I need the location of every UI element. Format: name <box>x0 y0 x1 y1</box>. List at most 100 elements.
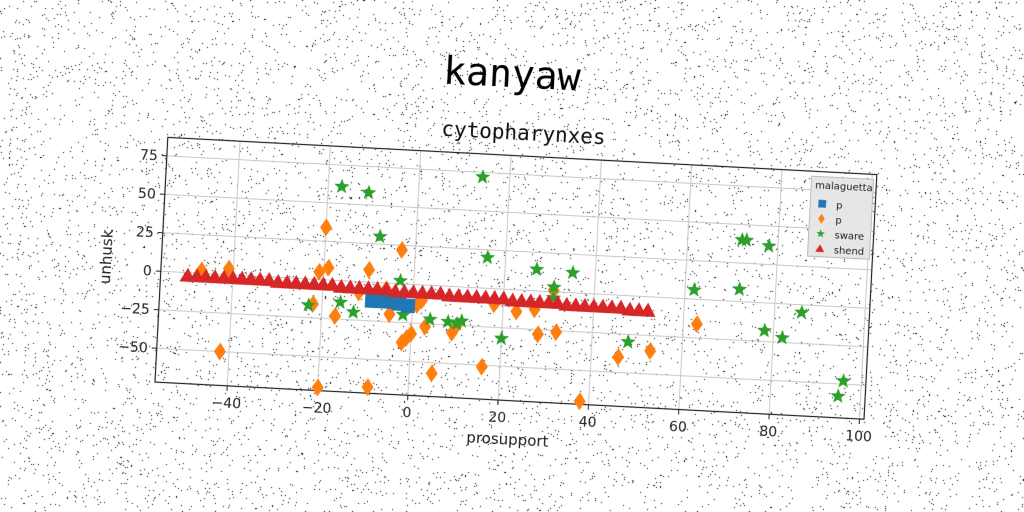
data-point <box>612 299 629 315</box>
x-grid-line <box>588 160 602 405</box>
x-grid-line <box>497 155 512 401</box>
y-tick-label: 0 <box>142 263 152 279</box>
legend: malaguetta pp sware shend <box>806 175 875 260</box>
x-grid-line <box>768 169 783 415</box>
chart: cytopharynxes −40 −20 0 20 40 60 80 100 −50 −25 0 2… <box>81 94 919 496</box>
data-point <box>300 297 317 312</box>
data-point <box>395 240 408 259</box>
y-tick-label: 25 <box>136 224 155 241</box>
data-point <box>405 324 418 343</box>
legend-item: p <box>818 213 842 227</box>
y-grid-line <box>156 347 866 386</box>
x-grid-line <box>226 141 241 386</box>
chart-title: cytopharynxes <box>441 117 606 150</box>
data-point <box>454 312 470 328</box>
data-point <box>432 285 449 301</box>
data-point <box>332 294 349 309</box>
data-point <box>213 342 226 361</box>
data-point <box>400 298 416 314</box>
legend-marker <box>818 213 825 224</box>
data-point <box>364 293 380 309</box>
data-point <box>761 238 777 253</box>
y-grid-line <box>164 193 874 232</box>
scatter-plot: cytopharynxes −40 −20 0 20 40 60 80 100 −50 −25 0 2… <box>96 117 878 451</box>
data-point <box>546 279 562 294</box>
data-point <box>612 347 625 366</box>
data-point <box>311 378 324 397</box>
x-tick-label: 40 <box>578 414 597 431</box>
data-point <box>639 302 656 318</box>
data-point <box>475 169 491 184</box>
data-point <box>323 276 340 292</box>
data-point <box>345 304 362 319</box>
data-point <box>620 334 636 349</box>
data-point <box>378 294 393 309</box>
x-grid-line <box>407 150 422 396</box>
data-point <box>322 258 335 277</box>
legend-box <box>806 175 875 260</box>
x-axis-label: prosupport <box>466 428 549 450</box>
legend-marker <box>818 199 827 208</box>
data-point <box>392 272 409 288</box>
plot-area <box>154 136 878 420</box>
x-tick-label: −20 <box>301 400 331 418</box>
data-point <box>644 341 657 360</box>
series-p-square <box>364 293 416 314</box>
legend-label: shend <box>833 245 864 258</box>
data-point <box>425 364 438 383</box>
axis-ticks: −40 −20 0 20 40 60 80 100 −50 −25 0 25 50 75 <box>118 147 873 445</box>
y-tick-label: 75 <box>140 147 159 164</box>
legend-marker <box>816 229 825 238</box>
x-tick-label: 60 <box>669 419 688 436</box>
legend-item: p <box>818 199 843 212</box>
data-point <box>774 329 790 345</box>
data-point <box>531 325 544 344</box>
data-point <box>573 392 586 411</box>
y-tick-label: −25 <box>120 301 150 319</box>
x-tick-label: 100 <box>845 428 873 445</box>
legend-label: p <box>836 200 843 211</box>
data-point <box>510 302 523 321</box>
data-point <box>794 304 810 320</box>
data-point <box>686 281 702 297</box>
legend-item: shend <box>815 244 864 258</box>
data-point <box>480 249 496 265</box>
data-point <box>440 313 456 329</box>
data-point <box>361 378 374 397</box>
data-point <box>329 306 342 325</box>
data-point <box>529 261 545 277</box>
data-point <box>835 373 852 388</box>
data-series <box>179 169 852 411</box>
data-point <box>757 322 773 338</box>
data-point <box>372 228 388 244</box>
data-point <box>549 294 566 310</box>
data-point <box>377 281 394 296</box>
legend-item: sware <box>816 229 864 243</box>
data-point <box>361 184 377 200</box>
data-point <box>495 290 512 305</box>
data-point <box>739 232 755 247</box>
x-tick-label: 0 <box>402 405 412 421</box>
data-point <box>449 315 465 331</box>
legend-items: pp sware shend <box>815 199 864 258</box>
legend-label: sware <box>834 230 864 243</box>
x-tick-label: 80 <box>759 424 778 441</box>
series-sware-star <box>300 169 852 403</box>
y-grid-line <box>166 155 876 194</box>
data-point <box>395 306 411 322</box>
y-axis-label: unhusk <box>96 229 117 285</box>
x-grid-line <box>678 164 693 410</box>
data-point <box>493 330 510 346</box>
data-point <box>422 311 438 327</box>
legend-label: p <box>835 215 842 226</box>
x-tick-label: −40 <box>211 395 241 413</box>
y-tick-label: −50 <box>118 339 148 357</box>
data-point <box>334 178 350 194</box>
series-shend-triangle <box>179 267 656 318</box>
data-point <box>732 281 748 296</box>
data-point <box>320 218 333 237</box>
data-point <box>565 264 581 280</box>
data-point <box>550 323 563 342</box>
x-tick-label: 20 <box>488 410 507 427</box>
y-grid-line <box>158 309 868 348</box>
